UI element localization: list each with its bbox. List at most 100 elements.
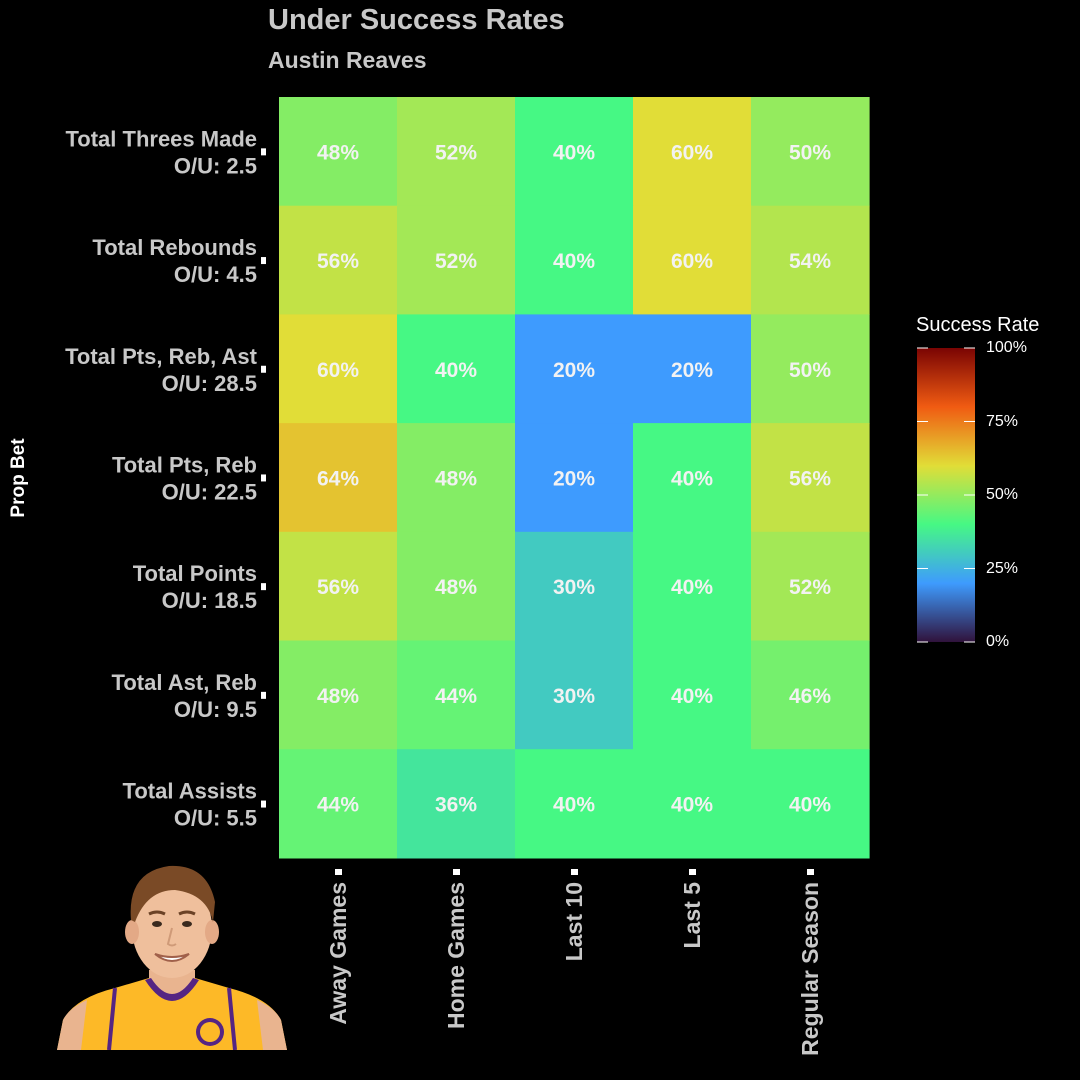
x-tick-label: Away Games xyxy=(325,882,351,1025)
legend-tick-label: 0% xyxy=(986,633,1010,650)
cell-value-label: 50% xyxy=(789,359,831,382)
x-tick-label: Last 10 xyxy=(561,882,587,961)
heatmap-cell xyxy=(515,531,634,642)
heatmap-cell xyxy=(397,531,516,642)
cell-value-label: 52% xyxy=(435,250,477,273)
cell-value-label: 60% xyxy=(671,250,713,273)
legend-tick-label: 75% xyxy=(986,412,1019,430)
cell-value-label: 48% xyxy=(317,685,359,708)
y-tick-label: Total Threes Made xyxy=(65,126,257,151)
cell-value-label: 40% xyxy=(671,685,713,708)
cell-value-label: 40% xyxy=(671,576,713,599)
cell-value-label: 54% xyxy=(789,250,831,273)
heatmap-cell xyxy=(279,640,398,750)
y-tick-line-label: O/U: 5.5 xyxy=(174,806,257,831)
cell-value-label: 48% xyxy=(435,467,477,490)
y-tick-label: Total Pts, Reb xyxy=(112,452,257,477)
x-tick-mark xyxy=(807,869,814,875)
heatmap-cell xyxy=(279,749,398,859)
x-tick-label: Home Games xyxy=(443,882,469,1029)
heatmap-cell xyxy=(751,205,870,315)
heatmap-cell xyxy=(751,640,870,750)
heatmap-cell xyxy=(515,97,634,207)
heatmap-cell xyxy=(633,97,752,207)
y-tick-label: Total Ast, Reb xyxy=(112,670,257,695)
heatmap-cell xyxy=(751,531,870,642)
heatmap-cell xyxy=(515,640,634,750)
cell-value-label: 30% xyxy=(553,685,595,708)
heatmap-cell xyxy=(633,531,752,642)
cell-value-label: 40% xyxy=(553,794,595,817)
cell-value-label: 52% xyxy=(435,141,477,164)
y-tick-label: Total Assists xyxy=(123,779,257,804)
heatmap-cell xyxy=(515,423,634,533)
heatmap-cell xyxy=(633,423,752,533)
heatmap-cell xyxy=(397,640,516,750)
cell-value-label: 56% xyxy=(317,250,359,273)
y-tick-label: Total Points xyxy=(133,561,257,586)
y-tick-line-label: O/U: 2.5 xyxy=(174,153,257,178)
heatmap-cell xyxy=(397,749,516,859)
cell-value-label: 60% xyxy=(317,359,359,382)
heatmap-cell xyxy=(397,97,516,207)
cell-value-label: 50% xyxy=(789,141,831,164)
heatmap-cell xyxy=(279,97,398,207)
cell-value-label: 64% xyxy=(317,467,359,490)
heatmap-cell xyxy=(279,205,398,315)
cell-value-label: 20% xyxy=(553,467,595,490)
heatmap-cell xyxy=(633,749,752,859)
cell-value-label: 46% xyxy=(789,685,831,708)
heatmap-cell xyxy=(397,314,516,424)
cell-value-label: 40% xyxy=(671,467,713,490)
legend-tick-label: 25% xyxy=(986,559,1019,577)
heatmap-cell xyxy=(751,423,870,533)
cell-value-label: 52% xyxy=(789,576,831,599)
cell-value-label: 44% xyxy=(435,685,477,708)
heatmap-cell xyxy=(515,205,634,315)
cell-value-label: 36% xyxy=(435,794,477,817)
y-tick-mark xyxy=(261,148,266,156)
y-tick-line-label: O/U: 9.5 xyxy=(174,697,257,722)
heatmap-cell xyxy=(397,423,516,533)
y-tick-mark xyxy=(261,583,266,591)
y-tick-line-label: O/U: 22.5 xyxy=(162,479,257,504)
legend-tick-label: 100% xyxy=(986,339,1027,356)
cell-value-label: 40% xyxy=(553,141,595,164)
heatmap-cell xyxy=(515,749,634,859)
heatmap-cell xyxy=(751,314,870,424)
cell-value-label: 56% xyxy=(317,576,359,599)
y-tick-label: Total Rebounds xyxy=(92,235,257,260)
heatmap-cell xyxy=(279,423,398,533)
y-tick-mark xyxy=(261,474,266,482)
y-tick-mark xyxy=(261,257,266,265)
y-tick-mark xyxy=(261,691,266,699)
heatmap-cell xyxy=(279,314,398,424)
cell-value-label: 48% xyxy=(317,141,359,164)
y-tick-line-label: O/U: 18.5 xyxy=(162,588,257,613)
cell-value-label: 44% xyxy=(317,794,359,817)
y-tick-line-label: O/U: 28.5 xyxy=(162,371,257,396)
legend-title: Success Rate xyxy=(916,314,1040,336)
cell-value-label: 56% xyxy=(789,467,831,490)
y-tick-line-label: O/U: 4.5 xyxy=(174,262,257,287)
x-tick-mark xyxy=(453,869,460,875)
cell-value-label: 30% xyxy=(553,576,595,599)
heatmap-cell xyxy=(751,97,870,207)
chart-subtitle: Austin Reaves xyxy=(268,47,427,73)
cell-value-label: 40% xyxy=(789,794,831,817)
cell-value-label: 40% xyxy=(671,794,713,817)
cell-value-label: 60% xyxy=(671,141,713,164)
y-tick-label: Total Pts, Reb, Ast xyxy=(65,344,258,369)
x-tick-label: Regular Season xyxy=(797,882,823,1056)
heatmap-cell xyxy=(633,205,752,315)
heatmap-cell xyxy=(751,749,870,859)
legend-tick-label: 50% xyxy=(986,486,1019,503)
y-tick-mark xyxy=(261,365,266,373)
heatmap-cell xyxy=(633,640,752,750)
y-tick-mark xyxy=(261,800,266,808)
cell-value-label: 48% xyxy=(435,576,477,599)
heatmap-cell xyxy=(397,205,516,315)
heatmap-cell xyxy=(515,314,634,424)
